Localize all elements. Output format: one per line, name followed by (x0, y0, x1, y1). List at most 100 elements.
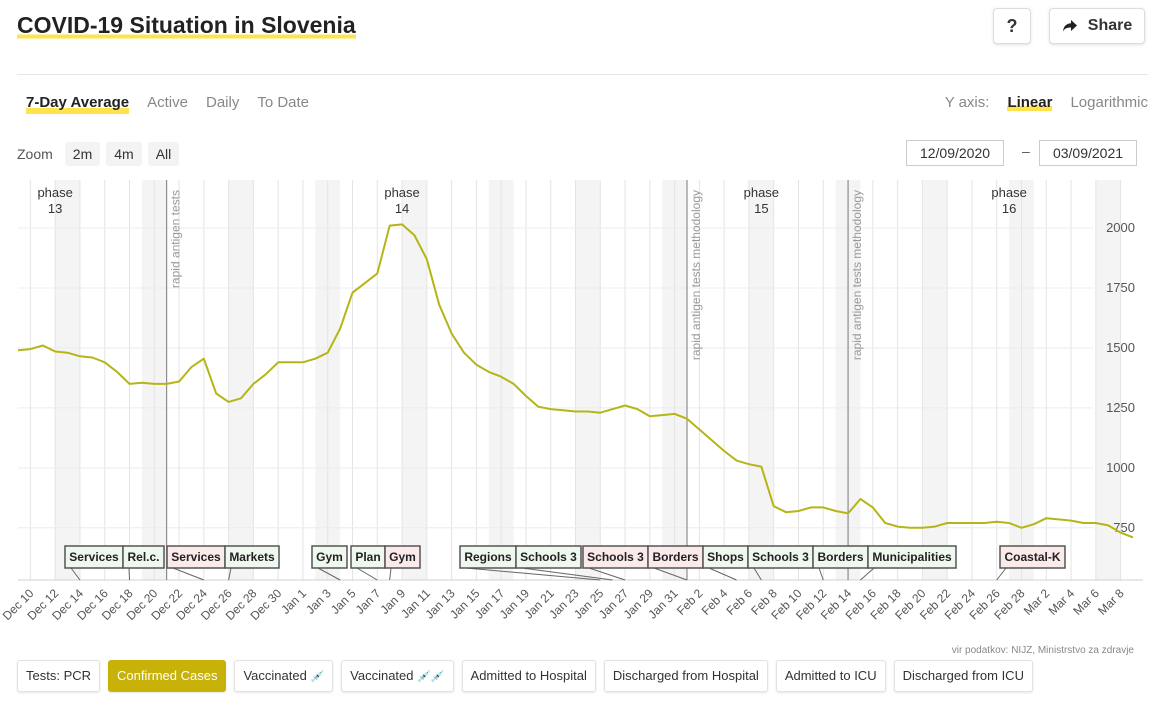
y-tick-label: 1000 (1106, 460, 1135, 475)
weekend-band (55, 180, 80, 580)
series-label: Vaccinated (350, 668, 414, 683)
weekend-band (748, 180, 774, 580)
series-label: Discharged from ICU (902, 668, 1024, 683)
help-button[interactable]: ? (993, 8, 1031, 44)
series-tests-pcr-button[interactable]: Tests: PCR (17, 660, 101, 692)
double-syringe-icon: 💉💉 (417, 671, 445, 683)
phase-label: phase (744, 185, 779, 200)
series-admitted-hospital-button[interactable]: Admitted to Hospital (461, 660, 596, 692)
measure-label: Rel.c. (127, 550, 159, 564)
tab-active[interactable]: Active (147, 94, 188, 111)
confirmed-cases-line (17, 223, 1134, 539)
series-discharged-icu-button[interactable]: Discharged from ICU (893, 660, 1033, 692)
measure-box (311, 545, 348, 569)
x-tick-label: Feb 2 (674, 586, 706, 618)
measure-label: Services (69, 550, 119, 564)
tab-7-day-average[interactable]: 7-Day Average (26, 94, 130, 114)
view-tabs: 7-Day Average Active Daily To Date (26, 94, 309, 114)
marker-label: rapid antigen tests (169, 190, 183, 288)
marker-label: rapid antigen tests methodology (689, 190, 703, 360)
measure-label: Schools 3 (752, 550, 809, 564)
measure-leader (356, 567, 378, 581)
series-vaccinated-2-button[interactable]: Vaccinated 💉💉 (341, 660, 454, 692)
measure-label: Services (171, 550, 221, 564)
weekend-band (922, 180, 948, 580)
measure-leader (753, 567, 762, 581)
zoom-2m-button[interactable]: 2m (64, 142, 101, 166)
y-tick-label: 2000 (1106, 220, 1135, 235)
measure-leader (860, 567, 875, 581)
series-label: Tests: PCR (26, 668, 92, 683)
measure-leader (228, 567, 232, 581)
header-divider (17, 74, 1148, 75)
y-tick-label: 1750 (1106, 280, 1135, 295)
phase-label: phase (384, 185, 419, 200)
series-selector: Tests: PCR Confirmed Cases Vaccinated 💉 … (17, 660, 1033, 692)
x-tick-label: Jan 5 (328, 586, 359, 617)
phase-label: phase (991, 185, 1026, 200)
measure-label: Borders (652, 550, 698, 564)
measure-box (515, 545, 582, 569)
zoom-label: Zoom (17, 146, 53, 162)
x-tick-label: Mar 4 (1046, 586, 1078, 618)
series-vaccinated-1-button[interactable]: Vaccinated 💉 (234, 660, 334, 692)
x-tick-label: Jan 1 (278, 586, 309, 617)
series-confirmed-cases-button[interactable]: Confirmed Cases (108, 660, 227, 692)
measure-label: Plan (355, 550, 380, 564)
measure-leader (521, 567, 613, 581)
y-tick-label: 1250 (1106, 400, 1135, 415)
measure-leader (128, 567, 130, 581)
measure-label: Coastal-K (1004, 550, 1060, 564)
measure-leader (465, 567, 601, 581)
measure-leader (996, 567, 1007, 581)
measure-leader (818, 567, 824, 581)
series-discharged-hospital-button[interactable]: Discharged from Hospital (603, 660, 768, 692)
share-icon (1062, 20, 1077, 32)
series-admitted-icu-button[interactable]: Admitted to ICU (775, 660, 886, 692)
tab-to-date[interactable]: To Date (257, 94, 310, 111)
measure-label: Shops (707, 550, 744, 564)
share-button[interactable]: Share (1049, 8, 1145, 44)
measure-leader (653, 567, 688, 581)
measure-box (999, 545, 1066, 569)
phase-number: 13 (48, 201, 62, 216)
cases-chart: 75010001250150017502000phase13phase14pha… (0, 180, 1143, 623)
weekend-band (228, 180, 254, 580)
zoom-4m-button[interactable]: 4m (106, 142, 142, 166)
date-to-input[interactable]: 03/09/2021 (1039, 140, 1137, 166)
measure-leader (708, 567, 737, 581)
measure-leader (317, 567, 341, 581)
series-label: Discharged from Hospital (612, 668, 759, 683)
series-label: Admitted to ICU (784, 668, 877, 683)
phase-number: 15 (754, 201, 768, 216)
measure-box (224, 545, 280, 569)
zoom-all-button[interactable]: All (147, 142, 180, 166)
series-label: Confirmed Cases (117, 668, 218, 683)
syringe-icon: 💉 (310, 671, 325, 683)
page-title: COVID-19 Situation in Slovenia (17, 12, 356, 41)
measure-label: Borders (817, 550, 863, 564)
marker-label: rapid antigen tests methodology (850, 190, 864, 360)
zoom-control: Zoom 2m 4m All (17, 142, 180, 166)
y-axis-linear[interactable]: Linear (1007, 94, 1053, 111)
measure-leader (172, 567, 205, 581)
measure-box (384, 545, 421, 569)
measure-leader (70, 567, 81, 581)
series-label: Admitted to Hospital (470, 668, 587, 683)
y-tick-label: 1500 (1106, 340, 1135, 355)
phase-number: 14 (395, 201, 409, 216)
measure-label: Gym (316, 550, 343, 564)
measure-leader (389, 567, 392, 581)
weekend-band (1095, 180, 1121, 580)
date-from-input[interactable]: 12/09/2020 (906, 140, 1004, 166)
y-tick-label: 750 (1113, 520, 1135, 535)
phase-label: phase (37, 185, 72, 200)
x-tick-label: Mar 2 (1021, 586, 1053, 618)
x-tick-label: Feb 4 (699, 586, 731, 618)
measure-label: Schools 3 (520, 550, 577, 564)
x-tick-label: Jan 3 (303, 586, 334, 617)
x-tick-label: Mar 8 (1095, 586, 1127, 618)
series-label: Vaccinated (243, 668, 307, 683)
tab-daily[interactable]: Daily (205, 94, 240, 111)
y-axis-logarithmic[interactable]: Logarithmic (1070, 94, 1148, 111)
